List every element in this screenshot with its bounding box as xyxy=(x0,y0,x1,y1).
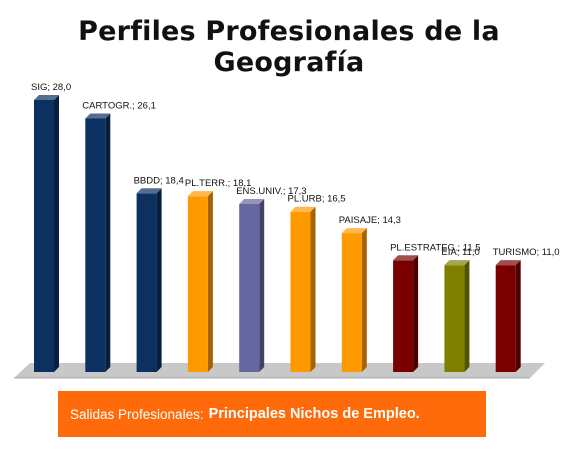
banner-prefix: Salidas Profesionales: xyxy=(70,406,204,422)
bar-side xyxy=(361,228,367,372)
bar-side xyxy=(515,260,521,372)
bar-front xyxy=(187,196,208,372)
data-label-paisaje: PAISAJE; 14,3 xyxy=(339,215,401,226)
bar-side xyxy=(413,255,419,372)
bar-side xyxy=(259,198,265,372)
data-label-pl-urb: PL.URB; 16,5 xyxy=(288,194,346,205)
bar-front xyxy=(290,211,311,372)
bar-front xyxy=(495,265,516,372)
data-label-cartogr: CARTOGR.; 26,1 xyxy=(82,100,156,111)
bar-side xyxy=(207,191,213,372)
bar-top xyxy=(239,198,265,204)
bar-sig xyxy=(34,95,59,372)
bar-pl-estrateg xyxy=(393,255,419,372)
data-label-pl-terr: PL.TERR.; 18,1 xyxy=(185,178,252,189)
bar-front xyxy=(136,193,157,372)
bar-ens-univ xyxy=(239,198,265,372)
bar-turismo xyxy=(495,260,521,372)
bar-pl-urb xyxy=(290,206,316,372)
bar-paisaje xyxy=(341,228,367,372)
bar-top xyxy=(187,191,213,197)
data-label-bbdd: BBDD; 18,4 xyxy=(134,175,184,186)
bar-front xyxy=(444,265,465,372)
bar-side xyxy=(54,95,59,372)
bar-top xyxy=(290,206,316,212)
bar-top xyxy=(34,95,59,100)
bar-top xyxy=(444,260,470,266)
bar-front xyxy=(34,100,54,372)
data-label-turismo: TURISMO; 11,0 xyxy=(493,247,560,258)
bar-top xyxy=(393,255,419,261)
bar-eia xyxy=(444,260,470,372)
bar-front xyxy=(85,118,106,372)
bar-pl-terr xyxy=(187,191,213,372)
bar-cartogr xyxy=(85,113,111,372)
data-labels-group: SIG; 28,0 CARTOGR.; 26,1 BBDD; 18,4 PL.TERR… xyxy=(31,82,560,258)
bars-group xyxy=(34,95,521,372)
bar-top xyxy=(341,228,367,234)
bar-front xyxy=(239,203,260,372)
bar-side xyxy=(156,188,162,372)
bar-top xyxy=(495,260,521,266)
banner: Salidas Profesionales: Principales Nicho… xyxy=(58,391,486,437)
bar-front xyxy=(393,260,414,372)
bar-side xyxy=(310,206,316,372)
data-label-ens-univ: ENS.UNIV.; 17,3 xyxy=(236,186,306,197)
page-title: Perfiles Profesionales de la Geografía xyxy=(78,16,500,78)
banner-emphasis: Principales Nichos de Empleo. xyxy=(208,406,420,422)
bar-top xyxy=(85,113,111,119)
bar-top xyxy=(136,188,162,194)
data-label-eia: EIA; 11,0 xyxy=(441,247,479,258)
bar-bbdd xyxy=(136,188,162,372)
bar-chart: SIG; 28,0 CARTOGR.; 26,1 BBDD; 18,4 PL.TERR… xyxy=(14,82,560,379)
bar-side xyxy=(464,260,470,372)
bar-front xyxy=(341,233,362,372)
bar-side xyxy=(105,113,111,372)
data-label-sig: SIG; 28,0 xyxy=(31,82,71,93)
data-label-pl-estrateg: PL.ESTRATEG.; 11,5 xyxy=(390,242,480,253)
